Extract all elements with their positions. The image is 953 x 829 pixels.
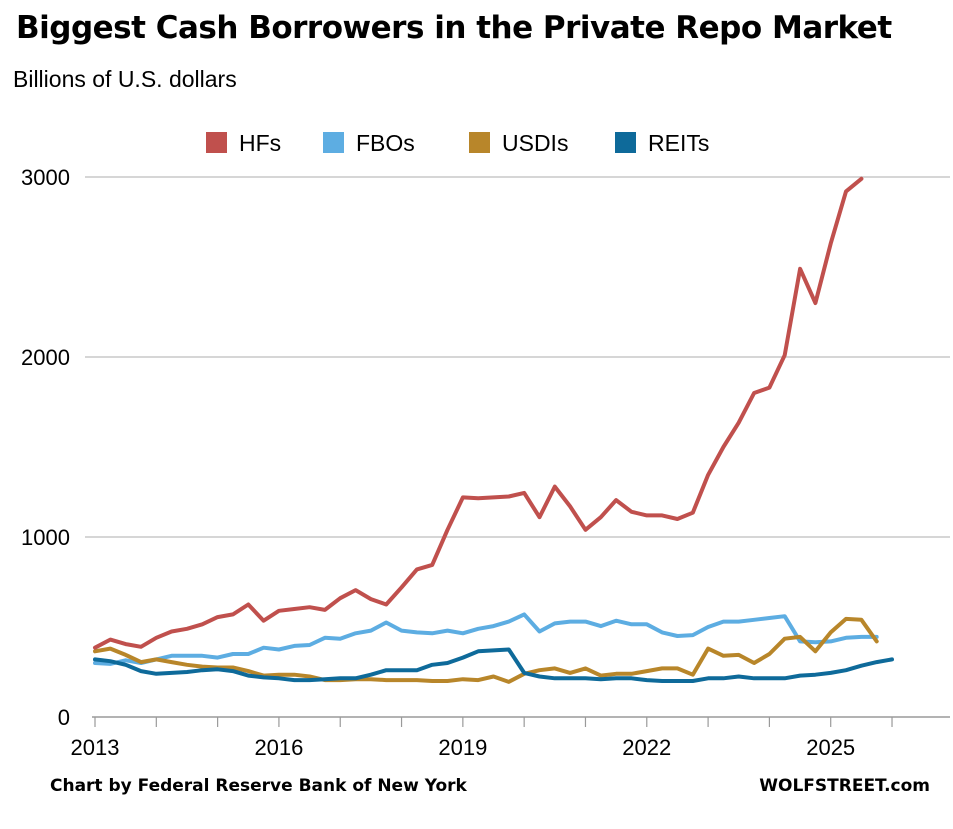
series-line-hfs [93, 176, 864, 650]
legend-swatch-usdis [469, 132, 490, 153]
legend-label-fbos: FBOs [356, 130, 415, 156]
legend-swatch-reits [615, 132, 636, 153]
axes: 0 1000 2000 3000 2013 2016 2019 2022 2025 [21, 165, 950, 760]
y-tick-label: 1000 [21, 525, 70, 550]
x-tick-label: 2022 [622, 735, 671, 760]
series-line-fbos [93, 612, 879, 666]
source-note: Chart by Federal Reserve Bank of New Yor… [50, 776, 467, 796]
series-line-usdis [93, 616, 879, 684]
series-line-reits [93, 647, 894, 683]
y-tick-label: 0 [58, 705, 70, 730]
x-tick-label: 2016 [254, 735, 303, 760]
chart-subtitle: Billions of U.S. dollars [13, 66, 237, 92]
x-tick-label: 2013 [71, 735, 120, 760]
legend: HFs FBOs USDIs REITs [206, 130, 709, 156]
x-tick-label: 2025 [806, 735, 855, 760]
legend-swatch-fbos [323, 132, 344, 153]
brand-label: WOLFSTREET.com [759, 776, 930, 796]
x-tick-label: 2019 [438, 735, 487, 760]
legend-label-usdis: USDIs [502, 130, 568, 156]
chart-title: Biggest Cash Borrowers in the Private Re… [16, 10, 892, 46]
y-tick-label: 2000 [21, 345, 70, 370]
y-tick-label: 3000 [21, 165, 70, 190]
legend-label-reits: REITs [648, 130, 709, 156]
series-lines [93, 176, 894, 684]
legend-swatch-hfs [206, 132, 227, 153]
legend-label-hfs: HFs [239, 130, 281, 156]
gridlines [85, 176, 950, 538]
